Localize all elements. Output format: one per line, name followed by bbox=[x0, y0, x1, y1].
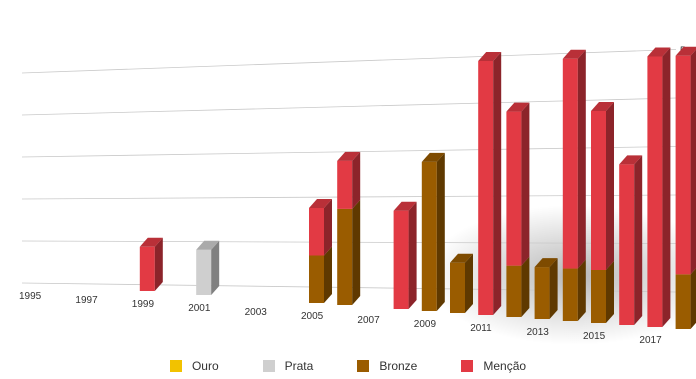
legend-swatch bbox=[169, 360, 182, 372]
bar-top-mencao bbox=[562, 49, 586, 59]
bar-side-mencao bbox=[521, 102, 530, 266]
bar-segment-bronze bbox=[450, 262, 465, 313]
legend-swatch bbox=[461, 360, 474, 372]
bar-side-mencao bbox=[634, 155, 643, 325]
bar-side-bronze bbox=[324, 246, 332, 303]
bar-side-bronze bbox=[549, 258, 558, 319]
bar-segment-mencao bbox=[562, 58, 578, 269]
bar-segment-mencao bbox=[309, 208, 324, 256]
bar-segment-bronze bbox=[309, 255, 324, 303]
bar-side-bronze bbox=[690, 268, 696, 329]
bar-top-mencao bbox=[309, 199, 332, 208]
bar-side-mencao bbox=[577, 49, 586, 269]
bar-side-mencao bbox=[324, 199, 332, 256]
bar-top-mencao bbox=[506, 102, 530, 112]
bar-segment-mencao bbox=[619, 164, 635, 325]
bar-side-mencao bbox=[690, 49, 696, 275]
bar-segment-bronze bbox=[421, 161, 437, 311]
bar-top-mencao bbox=[647, 47, 671, 57]
x-tick-label: 2009 bbox=[414, 319, 437, 330]
bar-segment-mencao bbox=[591, 111, 606, 270]
x-axis-labels: 1995 1997 1999 2001 2003 2005 2007 2009 2011 2013… bbox=[19, 291, 662, 346]
bar-top-mencao bbox=[478, 52, 502, 61]
bar-top-prata bbox=[196, 240, 220, 250]
x-tick-label: 1997 bbox=[75, 295, 98, 306]
gridline bbox=[21, 49, 677, 74]
x-tick-label: 2013 bbox=[527, 327, 550, 338]
bar-side-mencao bbox=[408, 201, 417, 309]
bar-segment-prata bbox=[196, 249, 212, 295]
bar-segment-bronze bbox=[675, 274, 691, 329]
bar-top-bronze bbox=[450, 253, 473, 263]
legend-item-ouro: Ouro bbox=[169, 357, 219, 375]
bar-top-bronze bbox=[534, 258, 558, 268]
x-tick-label: 2005 bbox=[301, 311, 324, 322]
legend: Ouro Prata Bronze Menção bbox=[0, 357, 696, 375]
bar-segment-bronze bbox=[534, 267, 550, 319]
x-tick-label: 2007 bbox=[357, 315, 380, 326]
bar-side-prata bbox=[211, 240, 220, 295]
bar-side-bronze bbox=[352, 199, 361, 305]
bar-side-bronze bbox=[577, 259, 586, 321]
bar-segment-mencao bbox=[506, 111, 522, 266]
legend-label: Menção bbox=[483, 359, 527, 373]
bar-segment-mencao bbox=[478, 61, 494, 315]
bar-top-mencao bbox=[591, 102, 614, 111]
bar-top-mencao bbox=[619, 155, 643, 165]
bar-side-bronze bbox=[465, 253, 473, 313]
bar-side-mencao bbox=[662, 47, 671, 327]
bar-top-mencao bbox=[393, 201, 417, 211]
bar-segment-bronze bbox=[591, 270, 606, 323]
bar-segment-bronze bbox=[562, 268, 578, 321]
bar-side-mencao bbox=[154, 237, 163, 291]
legend-item-mencao: Menção bbox=[461, 357, 526, 375]
bar-segment-bronze bbox=[506, 265, 522, 317]
bar-segment-mencao bbox=[675, 55, 691, 275]
x-tick-label: 2017 bbox=[639, 335, 662, 346]
bar-top-mencao bbox=[675, 46, 696, 56]
bar-side-bronze bbox=[521, 256, 530, 317]
bar-top-mencao bbox=[337, 151, 361, 161]
bar-side-mencao bbox=[352, 151, 361, 209]
x-tick-label: 2001 bbox=[188, 303, 211, 314]
x-tick-label: 2003 bbox=[245, 307, 268, 318]
bar-side-mencao bbox=[606, 102, 614, 270]
legend-label: Ouro bbox=[191, 359, 219, 373]
legend-item-bronze: Bronze bbox=[357, 357, 417, 375]
bar-side-mencao bbox=[493, 52, 502, 315]
bar-segment-bronze bbox=[337, 208, 353, 305]
bar-top-mencao bbox=[139, 237, 163, 247]
legend-label: Prata bbox=[284, 359, 314, 373]
bar-segment-mencao bbox=[139, 246, 155, 291]
legend-swatch bbox=[262, 360, 275, 372]
x-tick-label: 2011 bbox=[470, 323, 492, 334]
x-tick-label: 2015 bbox=[583, 331, 606, 342]
bar-segment-mencao bbox=[337, 160, 353, 209]
bar-side-bronze bbox=[606, 261, 614, 323]
legend-item-prata: Prata bbox=[262, 357, 314, 375]
bars bbox=[139, 46, 696, 329]
x-tick-label: 1999 bbox=[132, 299, 155, 310]
x-tick-label: 1995 bbox=[19, 291, 42, 302]
bar-top-bronze bbox=[421, 152, 445, 162]
legend-label: Bronze bbox=[379, 359, 418, 373]
bar-segment-mencao bbox=[647, 56, 663, 327]
bar-side-bronze bbox=[436, 152, 445, 311]
bar-segment-mencao bbox=[393, 210, 409, 309]
legend-swatch bbox=[357, 360, 370, 372]
